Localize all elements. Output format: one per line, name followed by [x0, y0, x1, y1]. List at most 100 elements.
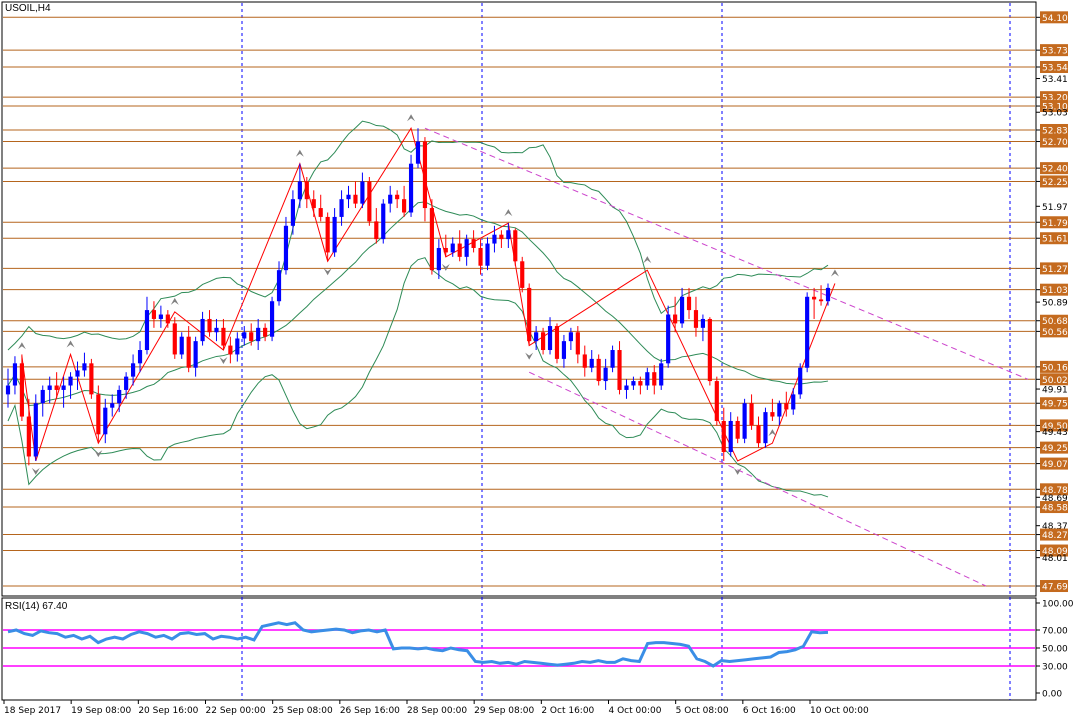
candle-body — [617, 350, 622, 390]
fractal-arrow-icon — [525, 352, 534, 360]
level-label-bg — [1040, 216, 1068, 229]
y-tick-label: 53.73 — [1042, 47, 1068, 57]
candle-body — [339, 199, 344, 217]
candle-body — [805, 296, 810, 368]
channel-upper-line — [424, 127, 1029, 380]
level-label-bg — [1040, 162, 1068, 175]
candle-body — [575, 332, 580, 355]
candle-body — [131, 363, 136, 377]
candle-body — [610, 350, 615, 368]
candle-body — [68, 376, 73, 386]
y-tick-label: 53.41 — [1042, 75, 1068, 85]
x-tick-label: 10 Oct 00:00 — [810, 706, 869, 716]
candle-body — [103, 407, 108, 435]
y-tick-label: 51.97 — [1042, 203, 1068, 213]
fractal-arrow-icon — [733, 467, 742, 475]
candle-body — [33, 403, 38, 457]
fractal-arrow-icon — [441, 263, 450, 271]
candle-body — [332, 216, 337, 253]
y-tick-label: 48.37 — [1042, 522, 1068, 532]
candle-body — [151, 310, 157, 319]
candle-body — [353, 194, 358, 204]
candle-body — [221, 327, 226, 346]
level-label-bg — [1040, 483, 1068, 496]
level-label-bg — [1040, 544, 1068, 557]
x-tick-label: 22 Sep 00:00 — [206, 706, 266, 716]
y-tick-label: 52.25 — [1042, 178, 1068, 188]
y-tick-label: 50.89 — [1042, 299, 1068, 309]
fractal-arrow-icon — [66, 340, 75, 348]
candle-body — [825, 287, 831, 302]
candle-body — [381, 203, 386, 240]
fractal-arrow-icon — [295, 149, 304, 157]
x-tick-label: 6 Oct 16:00 — [743, 706, 796, 716]
candle-body — [673, 314, 678, 324]
candle-body — [631, 381, 636, 386]
candle-body — [721, 420, 726, 453]
level-label-bg — [1040, 325, 1068, 338]
candle-body — [374, 221, 379, 240]
candle-body — [763, 412, 768, 444]
candle-body — [464, 239, 469, 257]
y-tick-label: 51.03 — [1042, 286, 1068, 296]
zigzag-line — [21, 126, 836, 462]
y-tick-label: 47.69 — [1042, 583, 1068, 593]
candle-body — [700, 318, 705, 328]
candle-body — [61, 385, 66, 390]
candle-body — [179, 336, 184, 355]
candle-body — [561, 341, 567, 359]
candle-body — [742, 403, 747, 439]
level-label-bg — [1040, 123, 1068, 136]
y-tick-label: 49.43 — [1042, 428, 1068, 438]
candle-body — [283, 225, 289, 271]
level-label-bg — [1040, 283, 1068, 296]
candle-body — [269, 301, 275, 337]
candle-body — [158, 314, 163, 319]
candle-body — [791, 394, 796, 410]
candle-body — [263, 327, 268, 337]
y-tick-label: 50.16 — [1042, 363, 1068, 373]
candle-body — [659, 363, 664, 386]
x-tick-label: 19 Sep 08:00 — [71, 706, 131, 716]
candle-body — [12, 363, 18, 386]
fractal-arrow-icon — [504, 209, 513, 217]
candle-body — [443, 247, 448, 253]
candle-body — [457, 243, 462, 257]
y-tick-label: 48.69 — [1042, 494, 1068, 504]
y-tick-label: 50.56 — [1042, 328, 1068, 338]
fractal-arrow-icon — [94, 450, 103, 458]
candle-body — [242, 332, 247, 339]
candle-body — [478, 247, 483, 266]
candle-body — [415, 141, 421, 164]
y-tick-label: 52.83 — [1042, 126, 1068, 136]
y-tick-label: 51.61 — [1042, 235, 1068, 245]
candle-body — [541, 332, 546, 351]
candle-body — [235, 338, 240, 355]
candle-body — [527, 287, 532, 342]
candle-body — [777, 403, 782, 417]
candle-body — [290, 199, 295, 226]
bollinger-middle — [7, 201, 829, 406]
candle-body — [193, 341, 198, 368]
y-tick-label: 52.40 — [1042, 165, 1068, 175]
candle-body — [276, 270, 282, 302]
candle-body — [5, 385, 11, 395]
y-tick-label: 50.02 — [1042, 376, 1068, 386]
candle-body — [54, 385, 59, 390]
candle-body — [471, 239, 476, 248]
level-label-bg — [1040, 135, 1068, 148]
y-tick-label: 49.75 — [1042, 400, 1068, 410]
level-label-bg — [1040, 11, 1068, 24]
x-tick-label: 2 Oct 16:00 — [541, 706, 594, 716]
y-tick-label: 53.03 — [1042, 109, 1068, 119]
candle-body — [693, 310, 699, 328]
candle-body — [172, 323, 177, 355]
level-label-bg — [1040, 44, 1068, 57]
candle-body — [436, 247, 441, 271]
fractal-arrow-icon — [643, 256, 652, 264]
x-tick-label: 5 Oct 08:00 — [676, 706, 729, 716]
level-label-bg — [1040, 457, 1068, 470]
rsi-y-tick-label: 0.00 — [1042, 690, 1062, 700]
candle-body — [429, 208, 434, 271]
